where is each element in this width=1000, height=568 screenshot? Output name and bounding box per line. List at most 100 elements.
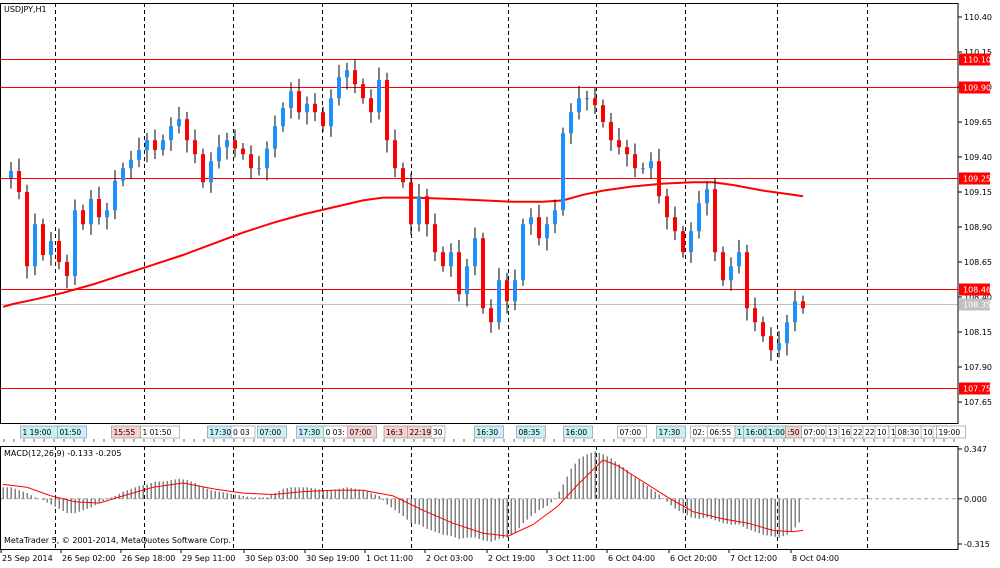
macd-histogram-bar (794, 498, 796, 528)
macd-panel-border (0, 446, 959, 550)
macd-histogram-bar (270, 495, 272, 499)
macd-histogram-bar (562, 484, 564, 499)
candle-body (625, 147, 629, 155)
candle-body (665, 196, 669, 218)
candle-body (713, 189, 717, 253)
macd-histogram-bar (70, 498, 72, 514)
time-axis-label: 6 Oct 20:00 (670, 554, 717, 563)
macd-histogram-bar (774, 498, 776, 537)
macd-histogram-bar (102, 498, 104, 501)
candle-body (721, 252, 725, 281)
macd-histogram-bar (194, 483, 196, 499)
macd-histogram-bar (198, 485, 200, 499)
time-marker-label: 16 (841, 428, 851, 437)
macd-histogram-bar (470, 498, 472, 538)
macd-histogram-bar (778, 498, 780, 538)
macd-histogram-bar (422, 498, 424, 527)
candle-body (129, 159, 133, 169)
candle-body (641, 168, 645, 170)
macd-histogram-bar (86, 498, 88, 509)
candle-body (225, 140, 229, 148)
candle-body (777, 343, 781, 351)
macd-histogram-bar (314, 488, 316, 499)
candle-body (153, 140, 157, 150)
candle-body (33, 224, 37, 267)
macd-histogram-bar (418, 498, 420, 525)
macd-histogram-bar (398, 498, 400, 514)
macd-histogram-bar (342, 488, 344, 499)
macd-histogram-bar (358, 489, 360, 499)
macd-panel (0, 446, 958, 549)
candle-body (265, 148, 269, 169)
candle-body (705, 189, 709, 204)
candle-body (505, 280, 509, 302)
macd-histogram-bar (254, 497, 256, 499)
macd-histogram-bar (230, 493, 232, 499)
candle-body (633, 154, 637, 169)
macd-histogram-bar (766, 498, 768, 536)
macd-histogram-bar (402, 498, 404, 517)
macd-histogram-bar (614, 461, 616, 499)
time-marker-label: 1:00 (768, 428, 785, 437)
candle-body (513, 280, 517, 302)
candle-body (329, 98, 333, 127)
macd-histogram-bar (726, 498, 728, 524)
macd-histogram-bar (686, 498, 688, 516)
time-axis-label: 3 Oct 11:00 (548, 554, 595, 563)
price-axis-label: 110.15 (964, 48, 992, 57)
candle-body (473, 238, 477, 267)
time-marker-tag (936, 425, 966, 439)
candle-body (785, 322, 789, 344)
candle-body (17, 171, 21, 192)
candle-body (193, 140, 197, 155)
candle-body (649, 161, 653, 169)
main-chart-title: USDJPY,H1 (4, 5, 47, 14)
macd-histogram-bar (326, 490, 328, 499)
macd-histogram-bar (606, 456, 608, 499)
macd-histogram-bar (350, 488, 352, 499)
time-marker-label: 16:00 (746, 428, 768, 437)
candle-body (201, 154, 205, 183)
macd-histogram-bar (706, 498, 708, 518)
candle-body (361, 84, 365, 99)
macd-histogram-bar (550, 498, 552, 503)
macd-signal-line (2, 459, 804, 537)
price-axis-label: 108.15 (964, 328, 992, 337)
time-marker-label: 22:19 (410, 428, 432, 437)
macd-histogram-bar (294, 487, 296, 499)
level-price-tag (959, 382, 990, 395)
macd-axis-label: 0.347 (964, 445, 987, 454)
main-panel-border (0, 3, 959, 424)
candle-body (609, 122, 613, 141)
macd-histogram-bar (546, 498, 548, 506)
macd-histogram-bar (234, 494, 236, 499)
macd-histogram-bar (474, 498, 476, 538)
macd-histogram-bar (122, 491, 124, 499)
macd-histogram-bar (330, 490, 332, 499)
macd-histogram-bar (258, 497, 260, 499)
price-axis-label: 109.40 (964, 153, 992, 162)
time-axis-label: 8 Oct 04:00 (792, 554, 839, 563)
candle-body (673, 217, 677, 232)
macd-histogram-bar (770, 498, 772, 537)
candle-body (761, 322, 765, 337)
candle-body (529, 217, 533, 225)
macd-histogram-bar (174, 479, 176, 499)
level-price-tag (959, 283, 990, 296)
macd-histogram-bar (782, 498, 784, 537)
macd-histogram-bar (310, 488, 312, 499)
macd-histogram-bar (238, 495, 240, 499)
candle-body (569, 112, 573, 134)
time-marker-label: 07:00 (620, 428, 642, 437)
candle-body (233, 140, 237, 149)
time-marker-label: 16:30 (477, 428, 499, 437)
candle-body (73, 210, 77, 276)
time-marker-label: 07:00 (804, 428, 826, 437)
macd-histogram-bar (798, 498, 800, 523)
macd-histogram-bar (458, 498, 460, 539)
macd-histogram-bar (522, 498, 524, 524)
time-marker-label: 30 (433, 428, 443, 437)
candle-body (561, 133, 565, 211)
macd-histogram-bar (30, 495, 32, 499)
macd-histogram-bar (590, 452, 592, 499)
